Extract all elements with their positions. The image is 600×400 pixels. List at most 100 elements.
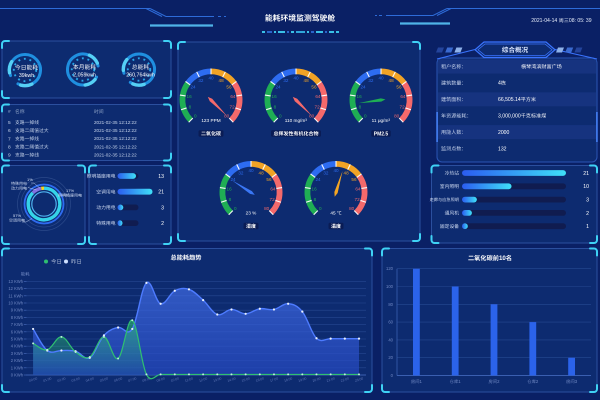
svg-text:2021-02-35 12:12:22: 2021-02-35 12:12:22 <box>94 136 137 141</box>
svg-text:04:00: 04:00 <box>85 376 94 382</box>
svg-text:56: 56 <box>266 177 272 182</box>
svg-text:2: 2 <box>536 379 539 384</box>
svg-text:16: 16 <box>187 94 193 99</box>
svg-text:72: 72 <box>270 197 276 202</box>
svg-text:40: 40 <box>248 168 254 173</box>
svg-text:17:00: 17:00 <box>269 376 278 382</box>
svg-text:80: 80 <box>224 113 230 118</box>
svg-text:3: 3 <box>161 205 164 211</box>
svg-text:80: 80 <box>349 206 355 211</box>
svg-text:4 KWh: 4 KWh <box>11 344 24 349</box>
svg-text:2021-02-35 12:12:22: 2021-02-35 12:12:22 <box>94 128 137 133</box>
svg-text:8: 8 <box>8 144 11 150</box>
svg-text:9: 9 <box>8 153 11 159</box>
svg-text:11:00: 11:00 <box>184 377 193 383</box>
svg-text:64: 64 <box>355 187 361 192</box>
svg-text:10: 10 <box>583 184 589 190</box>
svg-text:32: 32 <box>283 78 289 83</box>
svg-text:11 μg/m³: 11 μg/m³ <box>372 118 391 123</box>
svg-text:9 KWh: 9 KWh <box>11 308 24 313</box>
svg-text:08: 05: 39: 08: 05: 39 <box>569 18 592 24</box>
svg-text:80: 80 <box>388 302 393 307</box>
svg-text:72: 72 <box>230 104 236 109</box>
svg-text:3,000,000: 3,000,000 <box>498 114 521 120</box>
svg-text:64: 64 <box>400 94 406 99</box>
svg-text:05:00: 05:00 <box>99 376 108 382</box>
svg-text:40: 40 <box>388 337 393 342</box>
svg-text:100: 100 <box>386 284 394 289</box>
svg-text:40: 40 <box>378 75 384 80</box>
svg-text:72: 72 <box>315 104 321 109</box>
svg-text:15:00: 15:00 <box>241 376 250 382</box>
svg-text:19:00: 19:00 <box>298 376 307 382</box>
svg-text:3: 3 <box>575 379 578 384</box>
svg-text:1: 1 <box>420 379 423 384</box>
svg-text:06:00: 06:00 <box>114 376 123 382</box>
svg-text:3: 3 <box>586 197 589 203</box>
svg-text:0: 0 <box>364 113 367 118</box>
svg-text:24: 24 <box>360 85 366 90</box>
svg-text:21: 21 <box>158 190 164 196</box>
svg-text:80: 80 <box>264 206 270 211</box>
svg-text:3 KWh: 3 KWh <box>11 351 24 356</box>
svg-text:2021-02-35 12:12:22: 2021-02-35 12:12:22 <box>94 153 137 158</box>
svg-text:32: 32 <box>368 78 374 83</box>
svg-text:02:00: 02:00 <box>57 376 66 382</box>
svg-text:132: 132 <box>498 146 507 152</box>
svg-text:66,505.14: 66,505.14 <box>498 97 521 103</box>
svg-text:03:00: 03:00 <box>71 376 80 382</box>
svg-text:08:00: 08:00 <box>142 376 151 382</box>
svg-text:64: 64 <box>315 94 321 99</box>
svg-text:56: 56 <box>311 85 317 90</box>
svg-text:13:00: 13:00 <box>213 376 222 382</box>
svg-text:48: 48 <box>304 78 310 83</box>
svg-text:24: 24 <box>230 177 236 182</box>
svg-text:8 KWh: 8 KWh <box>11 315 24 320</box>
svg-text:2 KWh: 2 KWh <box>11 358 24 363</box>
svg-text:0: 0 <box>391 373 394 378</box>
svg-text:#: # <box>8 109 11 115</box>
svg-text:07:00: 07:00 <box>128 376 137 382</box>
svg-text:0: 0 <box>319 206 322 211</box>
svg-text:21:00: 21:00 <box>326 376 335 382</box>
svg-text:8: 8 <box>274 104 277 109</box>
svg-text:40: 40 <box>293 75 299 80</box>
svg-text:56: 56 <box>396 85 402 90</box>
svg-text:16: 16 <box>227 187 233 192</box>
svg-text:32: 32 <box>323 170 329 175</box>
svg-text:0: 0 <box>194 113 197 118</box>
svg-text:8: 8 <box>189 104 192 109</box>
svg-text:48: 48 <box>259 170 265 175</box>
svg-text:00:00: 00:00 <box>28 376 37 382</box>
svg-text:2,059kwh: 2,059kwh <box>73 72 96 78</box>
svg-text:12 KWh: 12 KWh <box>8 286 23 291</box>
svg-text:5 KWh: 5 KWh <box>11 336 24 341</box>
svg-text:16:00: 16:00 <box>255 376 264 382</box>
svg-text:16: 16 <box>272 94 278 99</box>
svg-text:4: 4 <box>498 81 501 87</box>
svg-text:57%: 57% <box>13 213 21 218</box>
svg-text:2: 2 <box>497 379 500 384</box>
svg-text:20:00: 20:00 <box>312 376 321 382</box>
svg-text:10 KWh: 10 KWh <box>8 300 23 305</box>
svg-text:56: 56 <box>351 177 357 182</box>
svg-text:7: 7 <box>8 136 11 142</box>
svg-text:22:00: 22:00 <box>340 376 349 382</box>
svg-text:2: 2 <box>586 211 589 217</box>
svg-text:2000: 2000 <box>498 130 509 136</box>
svg-text:01:00: 01:00 <box>43 376 52 382</box>
svg-text:16: 16 <box>357 94 363 99</box>
svg-text:7 KWh: 7 KWh <box>11 322 24 327</box>
svg-text:18:00: 18:00 <box>284 376 293 382</box>
svg-text:72: 72 <box>400 104 406 109</box>
svg-text:8: 8 <box>359 104 362 109</box>
svg-text:1 KWh: 1 KWh <box>11 365 24 370</box>
svg-text:23:00: 23:00 <box>354 376 363 382</box>
svg-text:1%: 1% <box>27 177 33 182</box>
svg-text:45: 45 <box>330 211 336 216</box>
svg-text:2: 2 <box>161 221 164 227</box>
svg-text:13: 13 <box>158 174 164 180</box>
svg-text:11 KWh: 11 KWh <box>8 293 23 298</box>
svg-text:56: 56 <box>226 85 232 90</box>
svg-text:10:00: 10:00 <box>170 376 179 382</box>
